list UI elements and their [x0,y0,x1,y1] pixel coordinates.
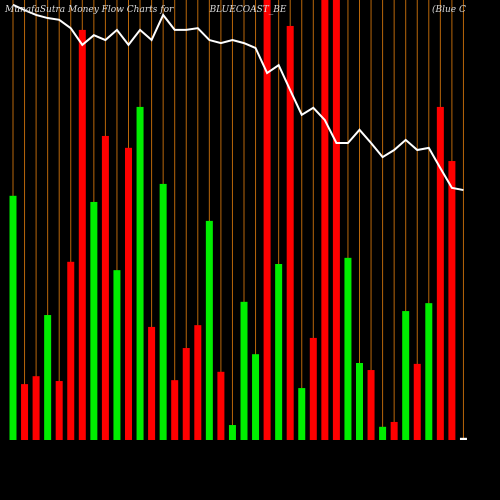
bar [390,421,398,440]
bar [113,270,121,440]
bar [217,371,225,440]
bar [228,425,236,440]
bar [125,147,132,440]
bar [240,301,248,440]
flow-line [12,3,464,192]
bar [367,370,375,440]
bar [90,201,98,440]
bar [448,161,456,441]
bar [413,363,421,440]
bar [459,437,467,440]
bar [309,337,317,440]
bar [21,384,29,440]
bar [205,220,213,440]
bar [171,380,179,440]
bar [101,135,109,440]
bar [344,257,352,440]
bar [275,264,283,440]
bar [425,303,433,440]
bar [321,0,329,440]
bar [182,348,190,440]
bar [136,106,144,441]
marks [9,0,467,441]
bar [298,388,306,440]
bar [9,195,17,440]
bar [252,354,260,440]
bar [286,25,294,441]
bar [402,311,410,440]
bar [436,106,444,441]
bar [263,0,271,440]
symbol: BLUECOAST_BE [209,5,287,15]
chart-title: MunafaSutra Money Flow Charts for [4,5,174,15]
bar [332,0,340,440]
bar [159,183,167,441]
bar [356,363,363,440]
bar [148,326,156,440]
bar [194,325,202,440]
bar [55,381,63,440]
bar [379,426,387,440]
bar [44,315,52,440]
company-name: (Blue C [432,4,466,15]
bar [78,29,86,440]
bar [67,261,75,440]
bar [32,376,40,440]
